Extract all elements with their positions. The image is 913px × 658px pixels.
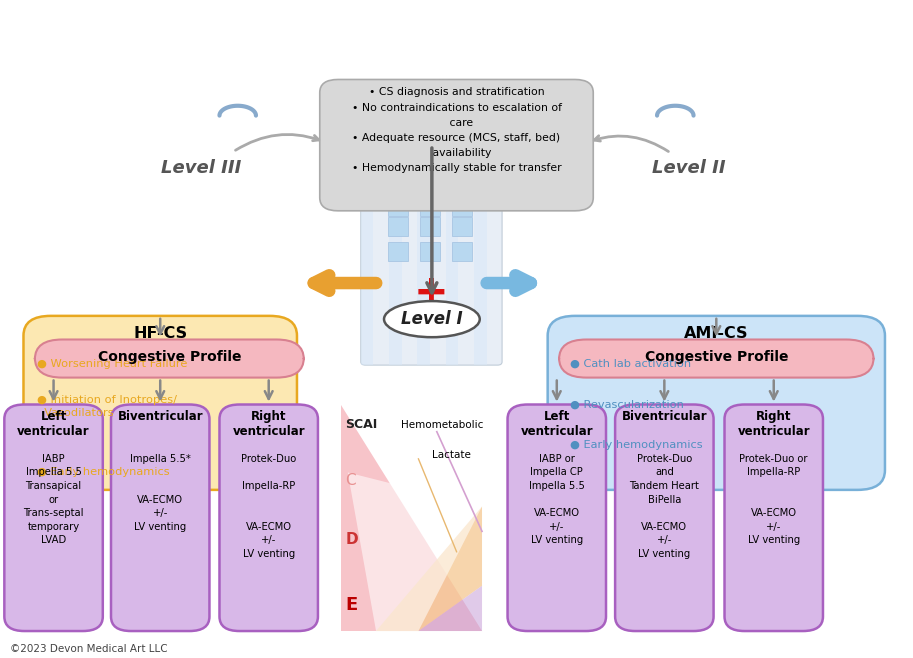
Text: ● Revascularization: ● Revascularization (571, 399, 685, 409)
Text: Protek-Duo or
Impella-RP


VA-ECMO
+/-
LV venting: Protek-Duo or Impella-RP VA-ECMO +/- LV … (740, 454, 808, 545)
Text: Protek-Duo
and
Tandem Heart
BiPella

VA-ECMO
+/-
LV venting: Protek-Duo and Tandem Heart BiPella VA-E… (629, 454, 699, 559)
Polygon shape (361, 103, 502, 149)
Text: ● Worsening Heart Failure: ● Worsening Heart Failure (37, 359, 187, 368)
Text: ©2023 Devon Medical Art LLC: ©2023 Devon Medical Art LLC (10, 644, 167, 654)
FancyBboxPatch shape (548, 316, 885, 490)
Text: Level I: Level I (401, 310, 463, 328)
FancyBboxPatch shape (615, 405, 714, 631)
Text: Biventricular: Biventricular (622, 410, 708, 422)
Bar (420, 242, 440, 261)
Text: Level II: Level II (652, 159, 726, 177)
FancyBboxPatch shape (219, 405, 318, 631)
Bar (420, 217, 440, 236)
Bar (389, 149, 402, 365)
Text: Congestive Profile: Congestive Profile (98, 349, 241, 364)
FancyBboxPatch shape (361, 149, 502, 365)
Bar (417, 149, 430, 365)
Bar (446, 149, 458, 365)
FancyBboxPatch shape (508, 405, 606, 631)
Text: IABP
Impella 5.5
Transapical
or
Trans-septal
temporary
LVAD: IABP Impella 5.5 Transapical or Trans-se… (24, 454, 84, 545)
Bar (388, 217, 408, 236)
Text: Impella 5.5*


VA-ECMO
+/-
LV venting: Impella 5.5* VA-ECMO +/- LV venting (130, 454, 191, 532)
Bar (452, 197, 472, 216)
FancyBboxPatch shape (559, 340, 874, 378)
Bar (388, 242, 408, 261)
Bar (452, 242, 472, 261)
Text: ● Early hemodynamics: ● Early hemodynamics (571, 440, 703, 450)
FancyBboxPatch shape (725, 405, 823, 631)
FancyBboxPatch shape (35, 340, 304, 378)
Bar (452, 217, 472, 236)
Text: Lactate: Lactate (432, 450, 470, 460)
Text: SCAI: SCAI (345, 418, 378, 431)
Polygon shape (348, 472, 482, 631)
Polygon shape (418, 586, 482, 631)
Polygon shape (376, 507, 482, 631)
Text: C: C (345, 472, 356, 488)
FancyBboxPatch shape (320, 80, 593, 211)
Text: Biventricular: Biventricular (118, 410, 203, 422)
Text: +: + (415, 272, 449, 314)
FancyBboxPatch shape (111, 405, 209, 631)
Bar (361, 149, 373, 365)
FancyBboxPatch shape (5, 405, 103, 631)
Text: ● Cath lab activation: ● Cath lab activation (571, 359, 691, 368)
Text: Congestive Profile: Congestive Profile (645, 349, 788, 364)
Text: Protek-Duo

Impella-RP


VA-ECMO
+/-
LV venting: Protek-Duo Impella-RP VA-ECMO +/- LV ven… (241, 454, 297, 559)
Text: • CS diagnosis and stratification
• No contraindications to escalation of
   car: • CS diagnosis and stratification • No c… (352, 88, 561, 173)
Text: AMI-CS: AMI-CS (684, 326, 749, 341)
Bar (420, 197, 440, 216)
Ellipse shape (384, 301, 479, 337)
Text: HF-CS: HF-CS (133, 326, 187, 341)
Text: ● Early hemodynamics: ● Early hemodynamics (37, 467, 170, 477)
Bar (474, 149, 487, 365)
Text: Left
ventricular: Left ventricular (520, 410, 593, 438)
Bar (388, 197, 408, 216)
FancyBboxPatch shape (24, 316, 297, 490)
Text: ● Initiation of Inotropes/
  Vasodilators: ● Initiation of Inotropes/ Vasodilators (37, 395, 177, 418)
Polygon shape (341, 405, 482, 631)
Text: D: D (345, 532, 358, 547)
Text: Hemometabolic: Hemometabolic (402, 420, 484, 430)
Text: Level III: Level III (161, 159, 241, 177)
Text: Left
ventricular: Left ventricular (17, 410, 89, 438)
Text: Right
ventricular: Right ventricular (738, 410, 810, 438)
Text: E: E (345, 595, 358, 614)
Text: Right
ventricular: Right ventricular (233, 410, 305, 438)
Text: IABP or
Impella CP
Impella 5.5

VA-ECMO
+/-
LV venting: IABP or Impella CP Impella 5.5 VA-ECMO +… (529, 454, 584, 545)
